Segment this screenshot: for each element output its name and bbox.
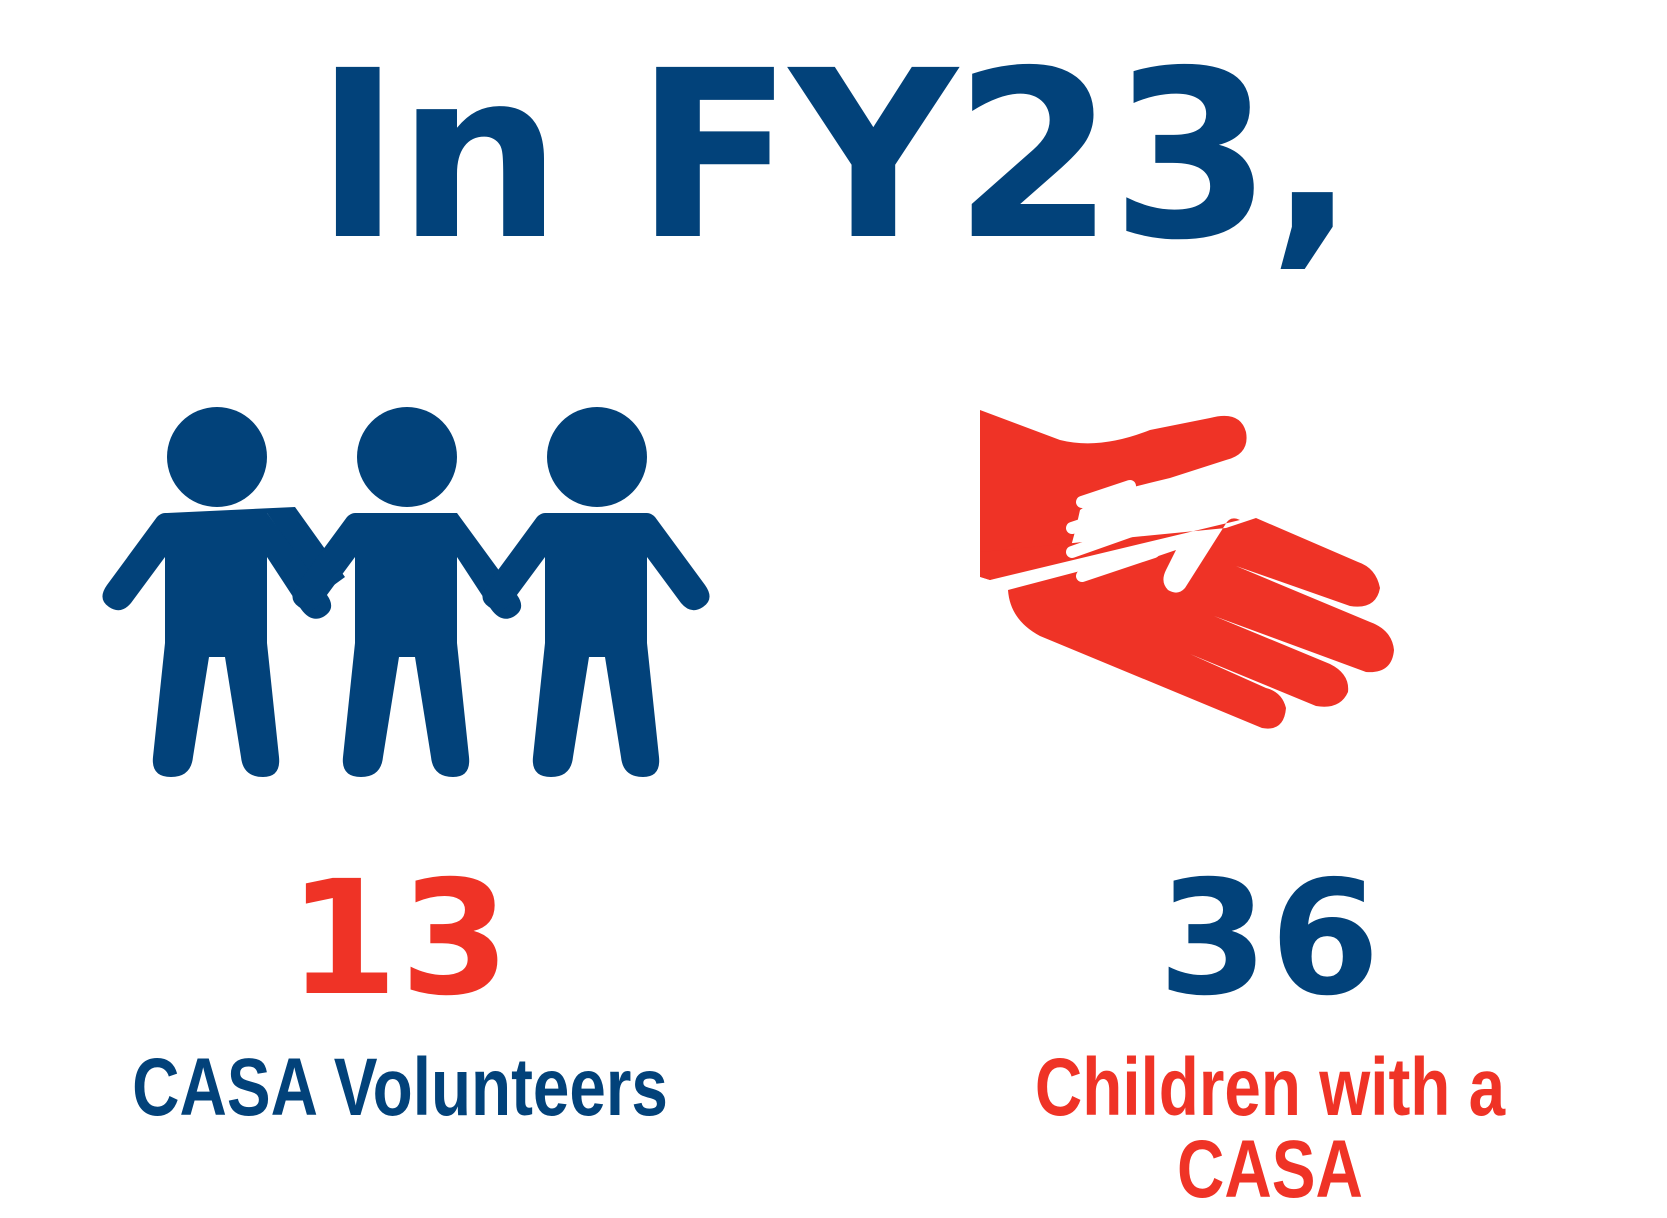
person-head-2: [357, 407, 457, 507]
page-title: In FY23,: [314, 21, 1357, 291]
volunteers-stat: 13 CASA Volunteers: [60, 0, 740, 1218]
people-holding-hands-icon: [102, 407, 710, 777]
person-head-1: [167, 407, 267, 507]
volunteers-count: 13: [288, 847, 512, 1031]
person-head-3: [547, 407, 647, 507]
helping-hand-icon: [980, 410, 1394, 729]
children-count: 36: [1158, 847, 1382, 1031]
children-stat: 36 Children with a CASA: [900, 0, 1640, 1218]
volunteers-label: CASA Volunteers: [132, 1042, 668, 1133]
children-label: Children with a CASA: [1034, 1042, 1506, 1215]
